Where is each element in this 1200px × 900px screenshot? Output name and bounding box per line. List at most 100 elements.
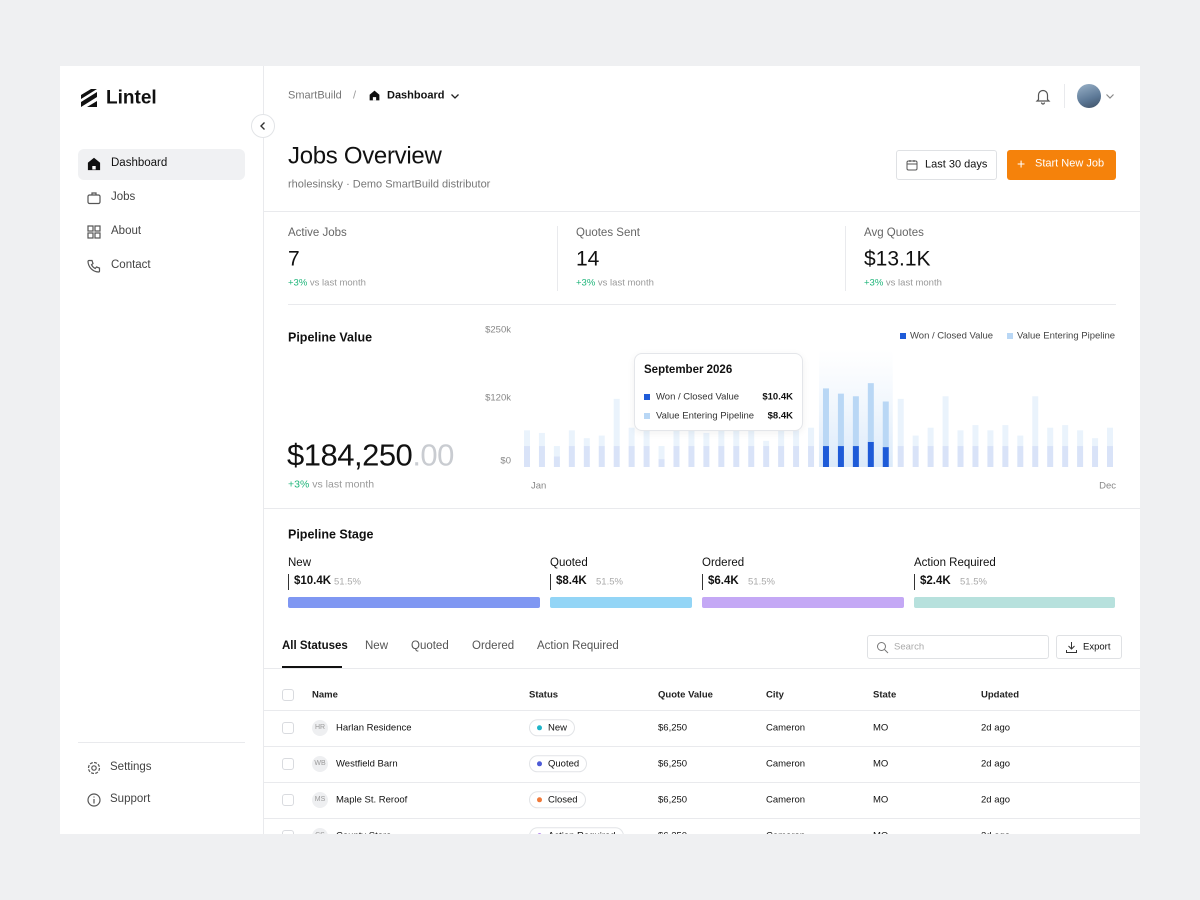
stage-name: Ordered <box>702 557 745 570</box>
bar-segment <box>912 435 919 447</box>
cell: MO <box>873 794 889 806</box>
stat-label: Quotes Sent <box>576 227 640 240</box>
nav-icon <box>86 760 102 781</box>
nav-item[interactable]: Settings <box>110 761 152 774</box>
bar-segment <box>912 446 919 467</box>
bar-segment <box>897 446 904 467</box>
checkbox[interactable] <box>282 830 294 834</box>
stage-name: Action Required <box>914 557 996 570</box>
bar-segment <box>703 446 710 467</box>
avatar[interactable] <box>1077 84 1101 108</box>
stat-value: 14 <box>576 247 600 271</box>
chevron-down[interactable] <box>1104 90 1116 102</box>
bar-segment <box>673 446 680 467</box>
bar-segment <box>837 446 844 467</box>
status-pill: Closed <box>529 791 586 809</box>
status-label: Closed <box>548 794 578 806</box>
stat-value: 7 <box>288 247 300 271</box>
checkbox[interactable] <box>282 689 294 701</box>
row-name: Westfield Barn <box>336 758 398 770</box>
bar-segment <box>1002 446 1009 467</box>
stage-share: 51.5% <box>748 576 775 588</box>
status-dot <box>537 725 542 731</box>
checkbox[interactable] <box>282 794 294 806</box>
tooltip-swatch <box>644 413 650 419</box>
tooltip-value: $8.4K <box>767 410 793 422</box>
notifications[interactable] <box>1034 87 1052 105</box>
x-tick-label: Jan <box>531 481 546 492</box>
bar-segment <box>852 446 859 467</box>
bar-segment <box>778 446 785 467</box>
status-label: New <box>548 722 568 734</box>
tab[interactable]: New <box>365 640 389 653</box>
tooltip-label: Value Entering Pipeline <box>656 410 755 422</box>
tab[interactable]: Action Required <box>537 640 619 653</box>
status-dot <box>537 797 542 803</box>
status-pill: Quoted <box>529 755 588 773</box>
legend-swatch <box>1007 333 1013 339</box>
cell: MO <box>873 830 888 834</box>
breadcrumb-separator: / <box>353 89 357 102</box>
stat-change: +3% vs last month <box>288 277 366 288</box>
status-pill: Action Required <box>529 827 624 834</box>
icon <box>87 259 101 273</box>
icon <box>87 225 101 239</box>
nav-active-bg <box>78 149 245 180</box>
status-dot <box>537 833 542 834</box>
bar-segment <box>748 430 755 447</box>
cell: 2d ago <box>981 758 1011 770</box>
stage-value: $10.4K <box>294 575 332 588</box>
stage-bar <box>702 597 904 608</box>
bar-segment <box>613 398 620 447</box>
checkbox[interactable] <box>282 722 294 734</box>
cell: 2d ago <box>981 830 1010 834</box>
bar-segment <box>1092 446 1099 467</box>
export-button[interactable]: Export <box>1056 635 1122 659</box>
bar-segment <box>1107 427 1113 447</box>
cell: MO <box>873 758 889 770</box>
stage-marker <box>914 574 915 590</box>
chevron-down[interactable] <box>449 90 461 102</box>
bar-segment <box>1017 446 1024 467</box>
change: +3% <box>864 277 884 289</box>
stat-divider <box>845 226 846 291</box>
breadcrumb-current[interactable]: Dashboard <box>387 89 445 102</box>
row-name: Harlan Residence <box>336 722 412 734</box>
bar-segment <box>1062 425 1069 447</box>
bar-segment <box>538 446 545 467</box>
stage-bar <box>288 597 540 608</box>
bar-segment <box>658 446 665 460</box>
bar-segment <box>1047 446 1054 467</box>
logo <box>81 89 97 107</box>
nav-item[interactable]: Jobs <box>111 191 136 204</box>
tab[interactable]: All Statuses <box>282 640 348 653</box>
change-note: vs last month <box>309 277 366 289</box>
cell: 2d ago <box>981 722 1011 734</box>
breadcrumb-root[interactable]: SmartBuild <box>288 89 342 102</box>
tab[interactable]: Quoted <box>411 640 449 653</box>
bar-segment <box>524 446 530 467</box>
bar-segment <box>972 425 979 447</box>
bar-segment <box>942 446 949 467</box>
nav-item[interactable]: About <box>111 225 142 238</box>
nav-item[interactable]: Contact <box>111 259 151 272</box>
column-header: Status <box>529 689 559 701</box>
date-range-button[interactable]: Last 30 days <box>896 150 997 180</box>
checkbox[interactable] <box>282 758 294 770</box>
y-tick-label: $0 <box>500 456 511 467</box>
status-label: Action Required <box>548 830 616 834</box>
search-box[interactable]: Search <box>867 635 1049 659</box>
search-icon <box>877 642 889 654</box>
collapse-button[interactable] <box>251 114 275 138</box>
bar-segment <box>553 456 560 467</box>
nav-item[interactable]: Dashboard <box>111 157 168 170</box>
calendar-icon <box>906 160 918 171</box>
start-job-button[interactable]: + Start New Job <box>1007 150 1116 180</box>
nav-icon <box>86 224 102 245</box>
tab[interactable]: Ordered <box>472 640 515 653</box>
bar-segment <box>553 446 560 457</box>
total-cents: .00 <box>412 437 454 473</box>
tooltip-title: September 2026 <box>644 364 733 377</box>
tooltip-swatch <box>644 394 650 400</box>
nav-item[interactable]: Support <box>110 793 151 806</box>
